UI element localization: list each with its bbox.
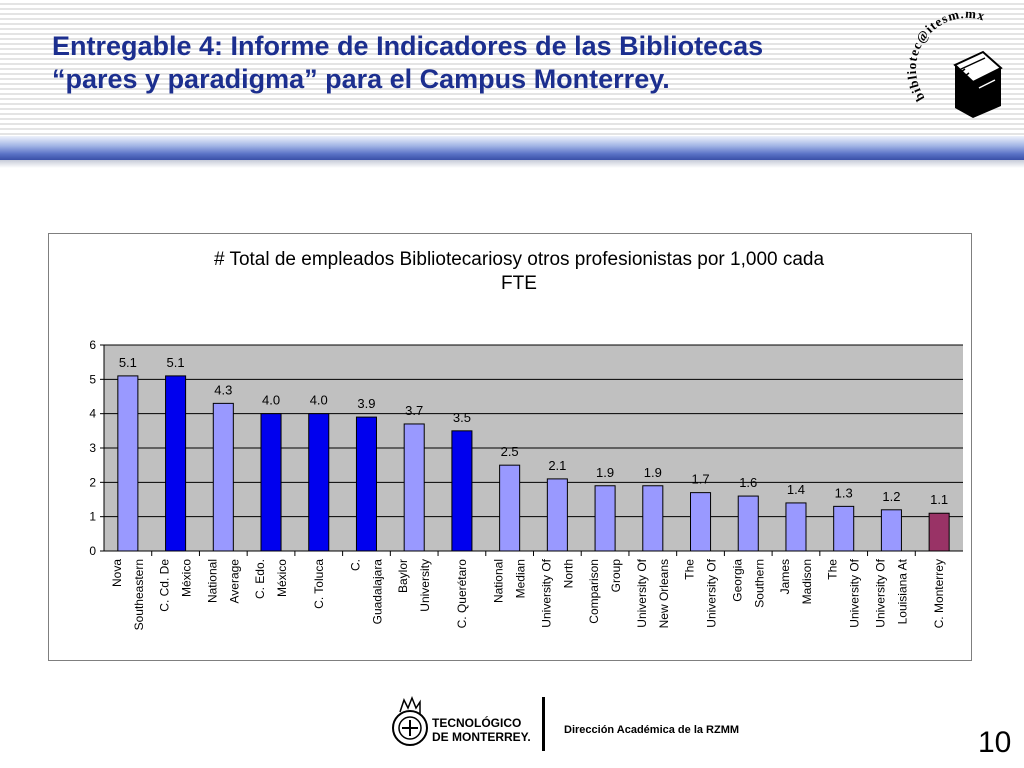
bar [594, 485, 616, 552]
x-tick-label: Southern [752, 559, 766, 608]
tec-monterrey-logo: TECNOLÓGICO DE MONTERREY. [392, 695, 531, 746]
data-label: 1.1 [930, 492, 948, 507]
x-tick-label: Nova [110, 559, 124, 587]
header-background [0, 0, 1024, 135]
x-tick-label: Madison [800, 559, 814, 604]
x-tick-label: New Orleans [657, 559, 671, 628]
x-tick-label: University Of [539, 558, 553, 627]
x-tick-label: Southeastern [132, 559, 146, 630]
x-tick-label: The [683, 559, 697, 580]
x-tick-label: James [778, 559, 792, 594]
x-tick-label: C. Cd. De [158, 559, 172, 612]
data-label: 4.3 [214, 382, 232, 397]
data-label: 1.9 [644, 465, 662, 480]
x-tick-label: Average [227, 559, 241, 604]
x-tick-label: Group [609, 559, 623, 593]
data-label: 3.9 [357, 396, 375, 411]
y-tick-label: 2 [89, 475, 96, 489]
header-band [0, 136, 1024, 160]
bar-chart: 0 1 2 3 4 5 6 5.1 Nova Southeastern 5.1 C. Cd. De Mé… [89, 338, 963, 630]
tec-name-line-2: DE MONTERREY. [432, 730, 531, 744]
y-tick-label: 0 [89, 544, 96, 558]
x-tick-label: Georgia [730, 559, 744, 602]
data-label: 2.5 [501, 444, 519, 459]
x-tick-label: C. [348, 559, 362, 571]
x-tick-label: Comparison [587, 559, 601, 624]
data-label: 2.1 [548, 458, 566, 473]
bar [451, 430, 473, 552]
x-tick-label: University Of [705, 558, 719, 627]
data-label: 5.1 [119, 355, 137, 370]
x-tick-label: C. Edo. [253, 559, 267, 599]
footer-divider [542, 697, 545, 751]
bar [165, 375, 187, 552]
x-tick-label: Guadalajara [370, 559, 384, 625]
x-tick-label: C. Toluca [312, 559, 326, 609]
x-tick-label: University Of [873, 558, 887, 627]
x-tick-label: University [418, 559, 432, 612]
page-number: 10 [978, 726, 1012, 759]
bar [928, 512, 950, 552]
header-band-shadow [0, 160, 1024, 168]
x-tick-label: Median [514, 559, 528, 598]
bar [499, 464, 521, 552]
data-label: 1.9 [596, 465, 614, 480]
bar [117, 375, 139, 552]
data-label: 1.3 [835, 485, 853, 500]
bar [546, 478, 568, 552]
bar [690, 492, 712, 552]
x-tick-label: University Of [635, 558, 649, 627]
bar [355, 416, 377, 552]
data-label: 3.7 [405, 403, 423, 418]
x-tick-label: México [180, 559, 194, 597]
slide-title-line-1: Entregable 4: Informe de Indicadores de … [52, 31, 764, 61]
y-tick-label: 6 [89, 338, 96, 352]
bar [785, 502, 807, 552]
data-label: 1.4 [787, 482, 805, 497]
chart-title: # Total de empleados Bibliotecariosy otr… [149, 248, 889, 296]
bar [308, 413, 330, 552]
chart-title-line-2: FTE [501, 273, 537, 294]
bar [833, 505, 855, 552]
y-tick-label: 3 [89, 441, 96, 455]
bar [403, 423, 425, 552]
bibliotec-logo: bibliotec@itesm.mx [905, 10, 1003, 118]
x-tick-label: C. Monterrey [932, 559, 946, 628]
x-tick-label: North [561, 559, 575, 588]
x-tick-label: C. Querétaro [455, 559, 469, 629]
x-tick-label: National [205, 559, 219, 603]
x-tick-label: México [275, 559, 289, 597]
y-tick-label: 5 [89, 372, 96, 386]
data-label: 4.0 [310, 393, 328, 408]
data-label: 1.7 [691, 472, 709, 487]
book-icon [953, 50, 1003, 118]
x-tick-label: Baylor [396, 559, 410, 593]
x-tick-label: University Of [848, 558, 862, 627]
footer-text: Dirección Académica de la RZMM [564, 724, 740, 736]
slide-title-line-2: “pares y paradigma” para el Campus Monte… [52, 64, 670, 94]
slide-title: Entregable 4: Informe de Indicadores de … [52, 30, 892, 96]
data-label: 5.1 [167, 355, 185, 370]
x-tick-label: Louisiana At [895, 558, 909, 624]
data-label: 1.6 [739, 475, 757, 490]
bar [642, 485, 664, 552]
bar [212, 402, 234, 552]
x-tick-label: The [826, 559, 840, 580]
x-tick-label: National [492, 559, 506, 603]
data-label: 4.0 [262, 393, 280, 408]
data-label: 1.2 [882, 489, 900, 504]
tec-name-line-1: TECNOLÓGICO [432, 715, 521, 730]
bar [260, 413, 282, 552]
bar [880, 509, 902, 552]
y-tick-label: 4 [89, 407, 96, 421]
y-tick-label: 1 [89, 510, 96, 524]
data-label: 3.5 [453, 410, 471, 425]
chart-frame: # Total de empleados Bibliotecariosy otr… [48, 233, 972, 661]
bar [737, 495, 759, 552]
chart-title-line-1: # Total de empleados Bibliotecariosy otr… [213, 249, 825, 270]
tec-seal-icon [392, 695, 428, 746]
